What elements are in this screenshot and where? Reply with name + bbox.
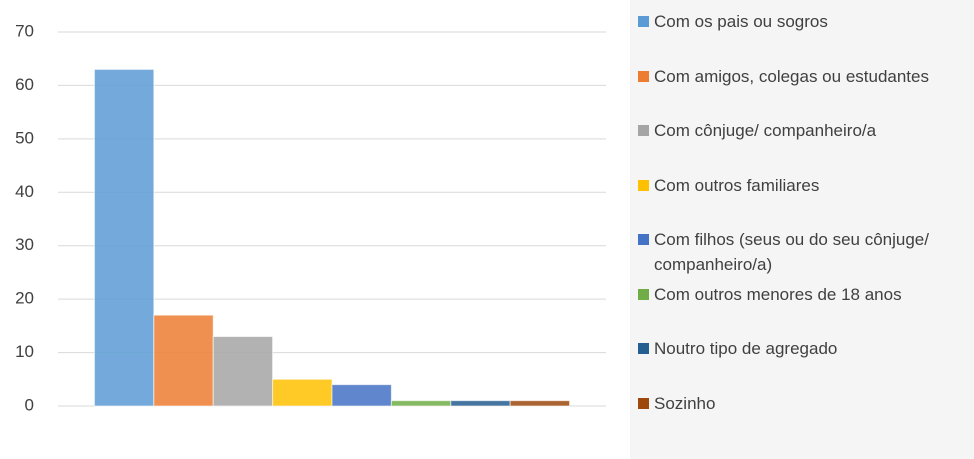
legend-label: Com filhos (seus ou do seu cônjuge/ comp… (654, 230, 929, 274)
y-tick-label: 60 (15, 75, 34, 94)
legend: Com os pais ou sogros Com amigos, colegas… (630, 0, 974, 459)
legend-swatch (638, 234, 649, 245)
legend-entry: Com cônjuge/ companheiro/a (638, 118, 958, 143)
bar (509, 400, 571, 407)
legend-label: Com os pais ou sogros (654, 12, 828, 31)
bar (450, 400, 511, 407)
legend-entry: Com outros menores de 18 anos (638, 282, 958, 307)
legend-swatch (638, 288, 649, 300)
legend-swatch (638, 16, 649, 27)
y-tick-label: 20 (15, 289, 34, 308)
plot: 0 10 20 30 40 50 60 70 (15, 21, 606, 414)
legend-swatch (638, 179, 649, 191)
bar (153, 314, 214, 407)
legend-swatch (638, 397, 649, 409)
legend-label: Com amigos, colegas ou estudantes (654, 66, 929, 86)
bar (331, 384, 392, 407)
bar (390, 400, 452, 407)
legend-label: Noutro tipo de agregado (654, 339, 838, 358)
legend-label: Sozinho (654, 393, 716, 413)
y-tick-label: 50 (15, 128, 34, 147)
y-tick-label: 70 (15, 21, 34, 40)
legend-entry: Com os pais ou sogros (638, 9, 958, 34)
legend-swatch (638, 343, 649, 354)
y-tick-label: 30 (15, 235, 34, 254)
bar (93, 68, 155, 407)
legend-swatch (638, 125, 649, 136)
legend-entry: Sozinho (638, 391, 958, 416)
legend-label: Com outros familiares (654, 175, 820, 195)
legend-entry: Com filhos (seus ou do seu cônjuge/ comp… (638, 227, 958, 277)
legend-swatch (638, 70, 649, 82)
legend-label: Com cônjuge/ companheiro/a (654, 121, 877, 140)
y-tick-label: 40 (15, 182, 34, 201)
y-tick-label: 0 (25, 395, 34, 414)
legend-label: Com outros menores de 18 anos (654, 284, 902, 304)
y-tick-label: 10 (15, 342, 34, 361)
bar (212, 336, 274, 407)
legend-entry: Com amigos, colegas ou estudantes (638, 64, 958, 89)
legend-entry: Noutro tipo de agregado (638, 336, 958, 361)
bar (272, 378, 333, 407)
legend-entry: Com outros familiares (638, 173, 958, 198)
